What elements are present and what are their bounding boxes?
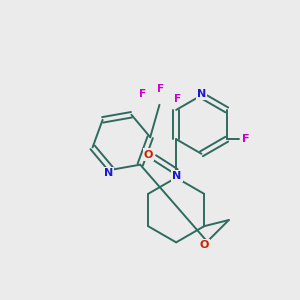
Text: F: F: [242, 134, 250, 144]
Text: O: O: [200, 240, 209, 250]
Text: N: N: [104, 168, 113, 178]
Text: N: N: [172, 171, 182, 181]
Text: F: F: [174, 94, 182, 104]
Text: F: F: [158, 84, 165, 94]
Text: F: F: [139, 89, 146, 99]
Text: O: O: [144, 150, 153, 160]
Text: N: N: [197, 89, 206, 99]
